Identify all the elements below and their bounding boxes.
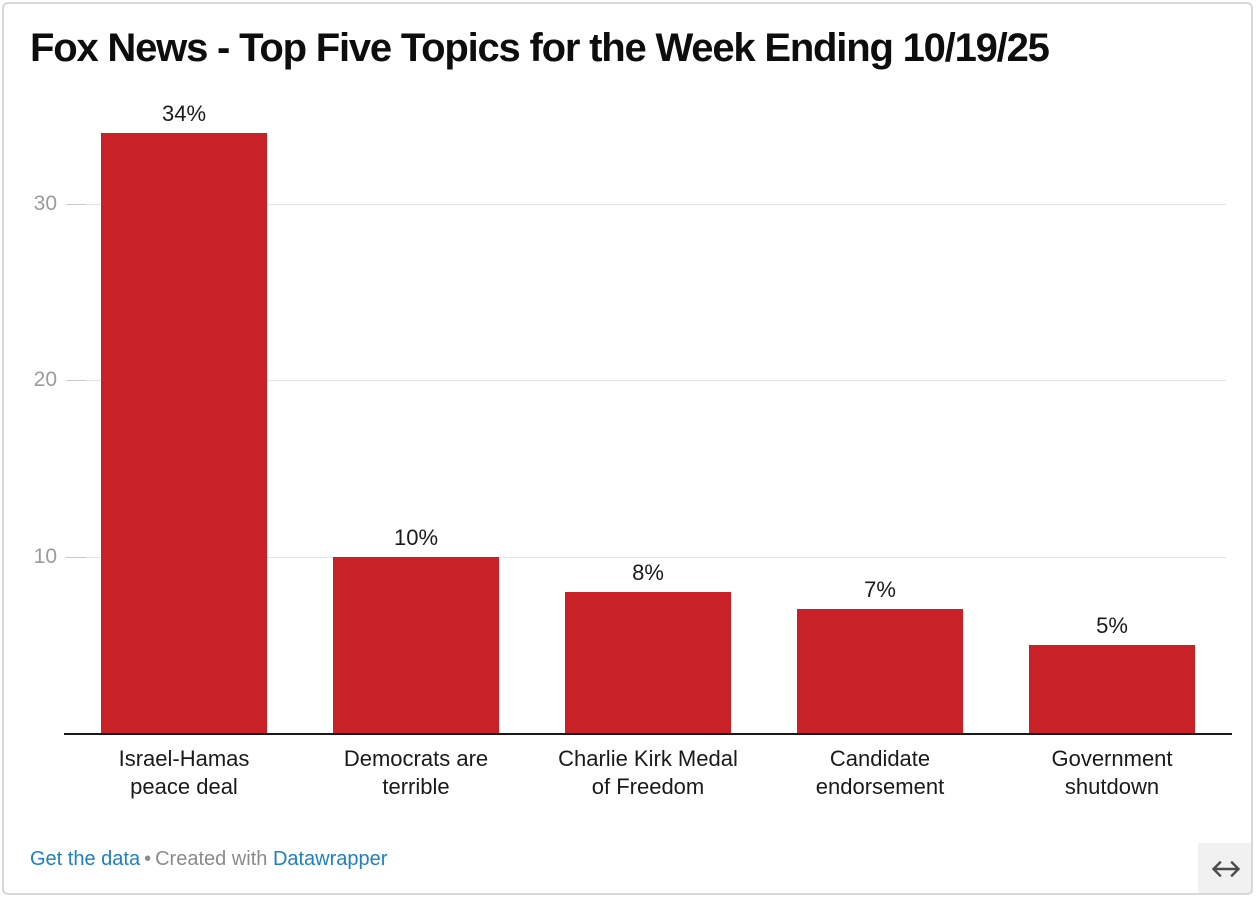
x-axis-category-label-line: Government	[1051, 746, 1173, 771]
x-axis-category-label: Israel-Hamas peace deal	[68, 745, 300, 801]
chart-title: Fox News - Top Five Topics for the Week …	[30, 26, 1050, 70]
axis-tick-mark	[66, 380, 86, 381]
x-axis-category-label: Charlie Kirk Medal of Freedom	[532, 745, 764, 801]
x-axis-category-label-line: Charlie Kirk Medal	[558, 746, 738, 771]
footer-separator: •	[144, 848, 152, 870]
gridline	[66, 556, 1226, 558]
left-right-arrow-icon	[1210, 860, 1242, 878]
bar	[1029, 644, 1195, 733]
datawrapper-link[interactable]: Datawrapper	[272, 848, 388, 870]
get-the-data-link[interactable]: Get the data	[30, 848, 141, 870]
x-axis-baseline	[64, 733, 1232, 735]
bar	[101, 132, 267, 733]
y-axis-tick-label: 20	[33, 368, 57, 391]
x-axis-category-label-line: Candidate	[829, 746, 931, 771]
x-axis-category-label: Candidate endorsement	[764, 745, 996, 801]
axis-tick-mark	[66, 203, 86, 205]
y-axis-tick-label: 10	[33, 544, 57, 568]
x-axis-category-label-line: of Freedom	[591, 774, 705, 799]
bar-value-label: 10%	[393, 524, 439, 550]
gridline	[66, 203, 1226, 205]
bar-value-label: 8%	[632, 559, 664, 585]
bar	[333, 556, 499, 733]
bar-value-label: 34%	[161, 100, 207, 126]
chart-footer: Get the data • Created with Datawrapper	[30, 845, 387, 873]
bar	[565, 591, 731, 733]
x-axis-category-label: Government shutdown	[996, 745, 1228, 801]
bar-value-label: 7%	[864, 577, 896, 603]
x-axis-category-label-line: endorsement	[815, 774, 945, 799]
x-axis-category-label-line: Israel-Hamas	[118, 746, 250, 771]
x-axis-category-label-line: shutdown	[1064, 774, 1160, 799]
x-axis-category-label-line: Democrats are	[343, 746, 489, 771]
x-axis-category-label-line: peace deal	[130, 774, 238, 799]
x-axis-category-label-line: terrible	[382, 774, 450, 799]
y-axis-tick-label: 30	[33, 191, 57, 215]
footer-created-with-text: Created with	[155, 848, 268, 870]
gridline	[66, 380, 1226, 381]
bar-value-label: 5%	[1096, 612, 1128, 638]
axis-tick-mark	[66, 556, 86, 558]
bar	[797, 609, 963, 733]
x-axis-category-label: Democrats are terrible	[300, 745, 532, 801]
expand-width-button[interactable]	[1198, 843, 1253, 894]
